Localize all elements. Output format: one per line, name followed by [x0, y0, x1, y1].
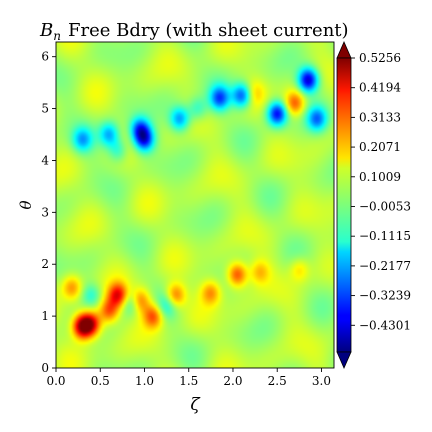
colorbar-ticks: 0.5256 0.4194 0.3133 0.2071 0.1009 −0.0053 −0.… — [351, 51, 411, 332]
y-tick-label: 0 — [41, 361, 49, 375]
x-tick-label: 0.5 — [91, 374, 110, 388]
heatmap-image — [56, 42, 334, 368]
x-tick-label: 1.5 — [179, 374, 198, 388]
y-tick-label: 2 — [41, 257, 49, 271]
colorbar-tick-label: −0.4301 — [359, 318, 411, 332]
x-tick-label: 3.0 — [312, 374, 331, 388]
heatmap-area — [56, 42, 334, 368]
y-tick-label: 4 — [41, 153, 49, 167]
y-axis-label: θ — [17, 200, 35, 209]
y-axis-ticks: 0 1 2 3 4 5 6 — [41, 50, 56, 375]
colorbar-tick-label: −0.3239 — [359, 289, 411, 303]
colorbar-gradient — [336, 57, 352, 353]
colorbar-tick-label: 0.5256 — [359, 51, 401, 65]
colorbar-tick-label: 0.4194 — [359, 81, 401, 95]
colorbar: 0.5256 0.4194 0.3133 0.2071 0.1009 −0.0053 −0.… — [336, 41, 411, 369]
y-tick-label: 5 — [41, 102, 49, 116]
title-text: Free Bdry (with sheet current) — [68, 20, 349, 41]
x-tick-label: 2.0 — [223, 374, 242, 388]
x-tick-label: 1.0 — [135, 374, 154, 388]
y-tick-label: 1 — [41, 309, 49, 323]
colorbar-tick-label: 0.1009 — [359, 170, 401, 184]
y-tick-label: 3 — [41, 205, 49, 219]
x-tick-label: 2.5 — [268, 374, 287, 388]
colorbar-extend-max — [336, 41, 352, 59]
plot-frame — [55, 41, 335, 369]
colorbar-tick-label: 0.2071 — [359, 140, 401, 154]
x-axis-label: ζ — [190, 395, 201, 415]
colorbar-tick-label: −0.0053 — [359, 199, 411, 213]
colorbar-tick-label: −0.2177 — [359, 259, 411, 273]
x-axis-ticks: 0.0 0.5 1.0 1.5 2.0 2.5 3.0 — [46, 368, 331, 388]
chart-title: Bn Free Bdry (with sheet current) — [39, 20, 349, 43]
colorbar-extend-min — [336, 351, 352, 369]
colorbar-tick-label: 0.3133 — [359, 110, 401, 124]
title-symbol: B — [39, 20, 53, 41]
x-tick-label: 0.0 — [46, 374, 65, 388]
y-tick-label: 6 — [41, 50, 49, 64]
title-subscript: n — [53, 29, 61, 43]
colorbar-tick-label: −0.1115 — [359, 229, 411, 243]
